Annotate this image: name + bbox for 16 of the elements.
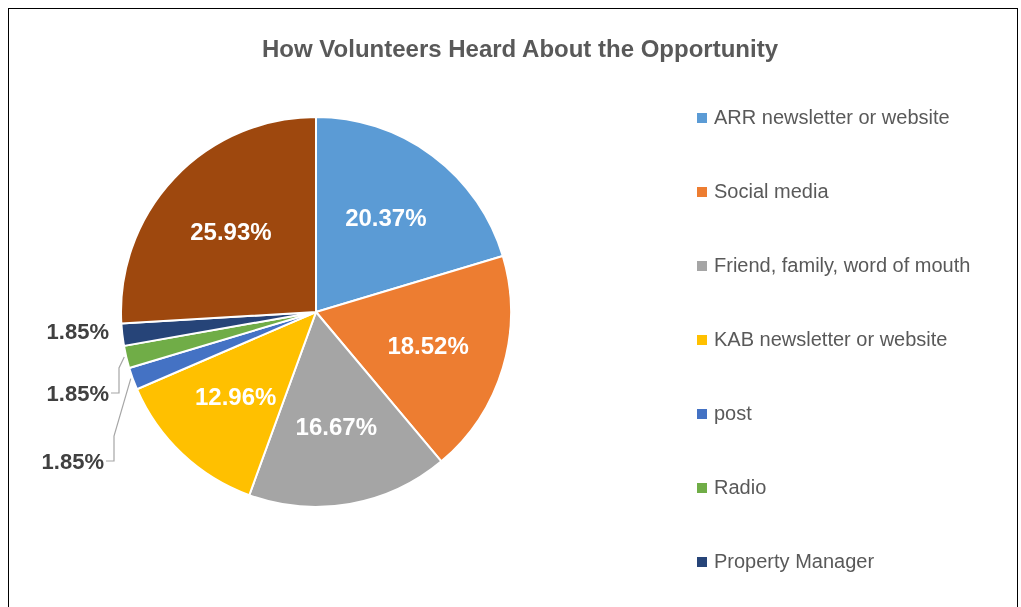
legend-label: Friend, family, word of mouth	[714, 254, 971, 276]
data-label: 16.67%	[295, 413, 377, 441]
legend-label: ARR newsletter or website	[714, 106, 950, 128]
data-label: 20.37%	[345, 204, 427, 232]
legend-label: Property Manager	[714, 550, 875, 572]
data-label: 12.96%	[194, 383, 277, 411]
data-label: 1.85%	[46, 319, 109, 344]
data-label: 1.85%	[41, 449, 104, 474]
legend-label: Radio	[714, 476, 767, 498]
data-label: 18.52%	[387, 331, 469, 359]
legend-label: post	[714, 402, 753, 424]
data-label: 1.85%	[46, 381, 109, 406]
legend-label: KAB newsletter or website	[714, 328, 948, 350]
data-label: 25.93%	[190, 217, 272, 245]
chart-title: How Volunteers Heard About the Opportunity	[262, 35, 779, 62]
legend-label: Social media	[714, 180, 830, 202]
